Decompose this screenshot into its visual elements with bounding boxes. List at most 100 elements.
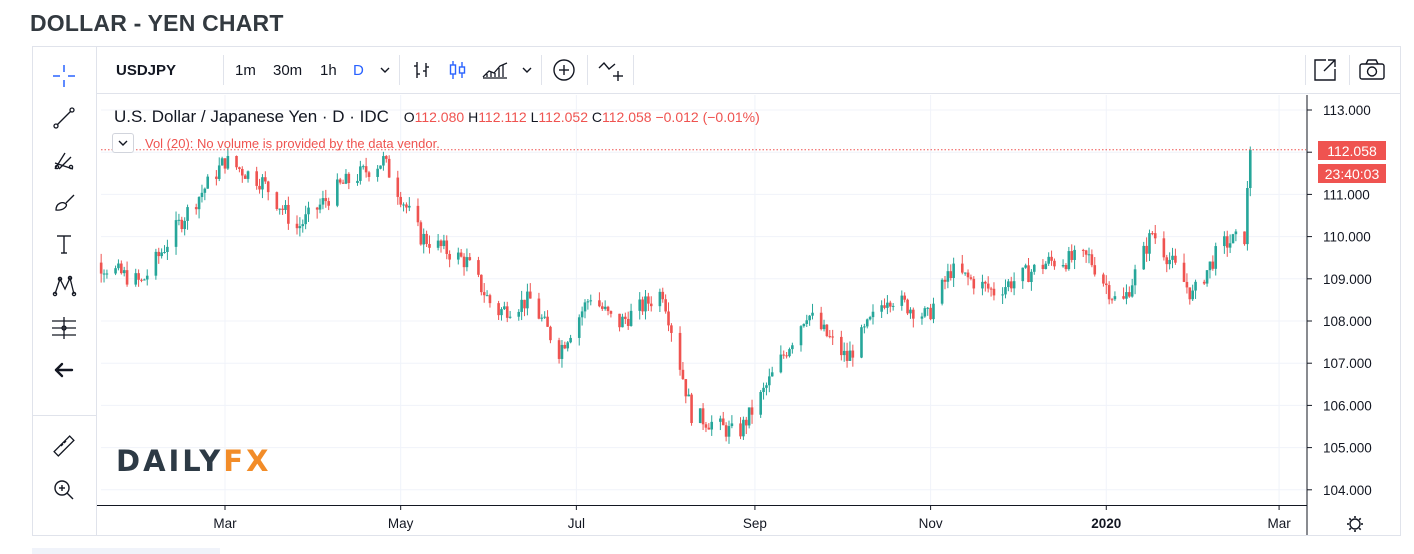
candle-body — [462, 256, 466, 268]
candle-body — [367, 172, 371, 177]
toolbar-divider — [223, 55, 224, 85]
candle-body — [831, 336, 834, 338]
interval-30m[interactable]: 30m — [273, 61, 303, 79]
pattern-icon[interactable] — [32, 267, 96, 305]
candle — [1225, 230, 1229, 257]
candle-body — [1202, 281, 1206, 284]
back-arrow-icon[interactable] — [32, 351, 96, 389]
candle-body — [678, 332, 682, 370]
drawing-toolbar — [32, 47, 97, 535]
crosshair-icon[interactable] — [32, 57, 96, 95]
candle-body — [361, 166, 365, 168]
chevron-down-icon[interactable] — [379, 47, 391, 93]
candle-body — [1223, 236, 1226, 247]
candle-body — [1148, 233, 1151, 254]
toolbar-divider — [1349, 55, 1350, 85]
candle-body — [1007, 281, 1010, 288]
candle-body — [1047, 256, 1050, 264]
candle-body — [946, 271, 950, 282]
candle — [321, 190, 325, 210]
candle — [799, 325, 803, 352]
candle — [1001, 287, 1004, 304]
close-value: 112.058 — [602, 109, 652, 125]
candle-body — [860, 327, 863, 358]
candle-body — [805, 320, 809, 324]
ruler-icon[interactable] — [32, 427, 96, 465]
camera-icon[interactable] — [1358, 47, 1386, 93]
candle-body — [503, 306, 506, 310]
logo-part-daily: DAILY — [116, 444, 224, 478]
brush-icon[interactable] — [32, 183, 96, 221]
interval-1m[interactable]: 1m — [235, 61, 256, 79]
x-tick-label: Sep — [743, 516, 767, 531]
candle-body — [1151, 233, 1154, 235]
x-tick-label: 2020 — [1091, 516, 1121, 531]
candle-body — [105, 273, 109, 275]
candle — [304, 205, 307, 230]
candle — [422, 228, 426, 254]
candle-body — [739, 423, 742, 437]
add-indicator-icon[interactable] — [552, 47, 576, 93]
candle — [1142, 241, 1146, 270]
candle — [528, 283, 532, 299]
candle — [166, 239, 169, 260]
zoom-in-icon[interactable] — [32, 471, 96, 509]
candle — [436, 234, 440, 251]
candle-body — [557, 340, 561, 359]
candle — [1087, 247, 1091, 264]
chevron-down-icon[interactable] — [521, 47, 533, 93]
candle-body — [730, 423, 734, 427]
candle-body — [145, 275, 149, 280]
candle-body — [266, 181, 270, 193]
popout-icon[interactable] — [1312, 47, 1338, 93]
pitchfork-icon[interactable] — [32, 141, 96, 179]
symbol-search[interactable]: USDJPY — [116, 61, 177, 79]
candle-body — [1024, 265, 1027, 268]
candle-body — [560, 344, 564, 359]
chevron-down-icon[interactable] — [112, 133, 134, 153]
candle-body — [304, 214, 307, 225]
toolbar-divider — [399, 55, 400, 85]
candle-body — [984, 281, 987, 284]
candle — [1024, 263, 1027, 269]
text-icon[interactable] — [32, 225, 96, 263]
candle-body — [785, 355, 788, 357]
candle — [384, 155, 388, 163]
candle — [416, 198, 420, 227]
interval-1h[interactable]: 1h — [320, 61, 337, 79]
candle-body — [321, 198, 325, 205]
fib-icon[interactable] — [32, 309, 96, 347]
candle-body — [1021, 267, 1025, 282]
candle — [477, 256, 480, 278]
candle — [281, 205, 284, 215]
candle-body — [765, 385, 768, 388]
candle — [1246, 180, 1249, 251]
candle-body — [701, 408, 705, 425]
candles-icon[interactable] — [447, 47, 469, 93]
candle — [641, 296, 644, 315]
candle — [1093, 257, 1097, 277]
candle-body — [1188, 287, 1192, 300]
candle-body — [376, 168, 379, 177]
candle-body — [1185, 281, 1189, 288]
candle — [1133, 264, 1137, 295]
area-chart-icon[interactable] — [481, 47, 509, 93]
price-chart[interactable]: 113.000112.000111.000110.000109.000108.0… — [97, 95, 1400, 535]
bars-icon[interactable] — [411, 47, 433, 93]
candle-body — [762, 387, 765, 393]
candle-body — [1090, 254, 1094, 266]
candle-body — [396, 177, 400, 197]
candle — [223, 158, 227, 174]
instrument-title[interactable]: U.S. Dollar / Japanese Yen · D · IDC — [114, 107, 389, 126]
chart-settings-icon[interactable] — [1347, 516, 1363, 532]
interval-d[interactable]: D — [353, 61, 364, 79]
candle-body — [1064, 265, 1068, 270]
candle-body — [684, 379, 688, 397]
candle-body — [243, 175, 247, 179]
compare-icon[interactable] — [597, 47, 625, 93]
candle — [880, 300, 883, 319]
candle — [624, 312, 627, 325]
candle-body — [186, 207, 189, 221]
trend-line-icon[interactable] — [32, 99, 96, 137]
candle — [886, 295, 889, 315]
